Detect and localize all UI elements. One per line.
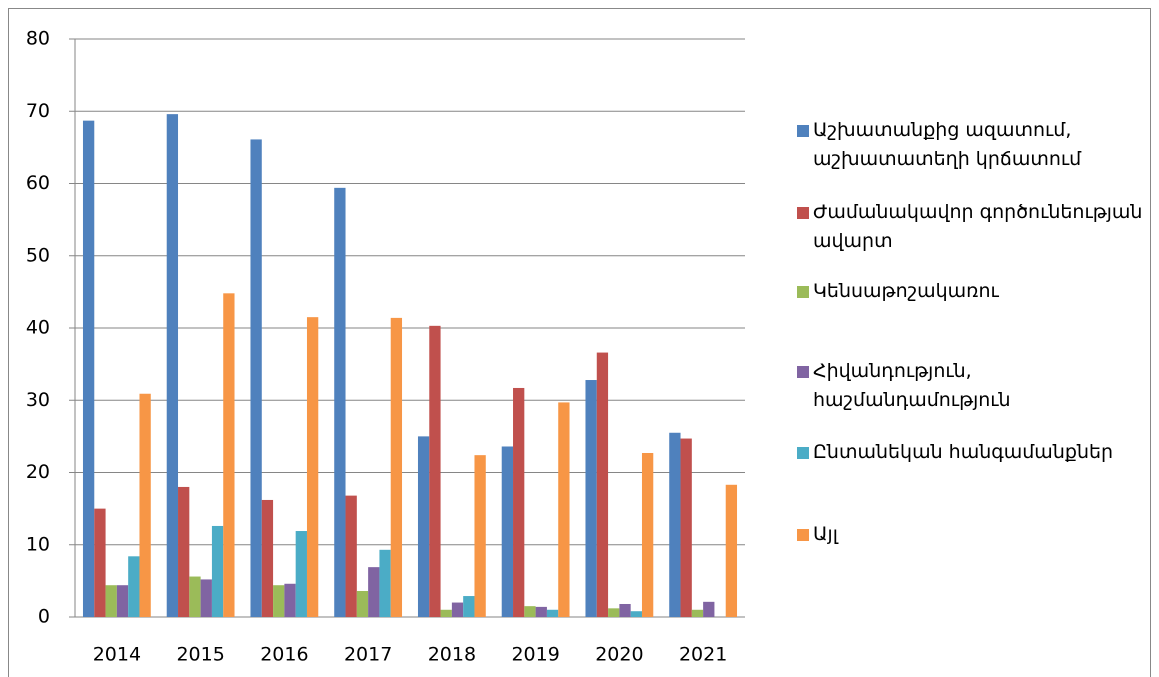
bar [166,114,179,617]
bar [641,452,654,617]
bar [429,325,441,617]
y-tick-label: 10 [26,533,50,555]
bar [440,609,452,617]
bar [501,446,514,617]
bar [368,567,380,617]
legend-swatch [797,286,809,298]
bar [417,436,430,617]
x-tick-label: 2020 [595,644,643,666]
y-tick-label: 50 [26,244,50,266]
legend-swatch [797,207,809,219]
bar [474,455,486,617]
y-tick-label: 30 [26,389,50,411]
legend-item: Ժամանակավոր գործունեության ավարտ [797,198,1158,256]
legend-item: Հիվանդություն, հաշմանդամություն [797,357,1158,415]
legend-label: Ժամանակավոր գործունեության ավարտ [813,201,1143,252]
x-tick-label: 2016 [260,644,308,666]
bar [356,590,369,617]
bar [546,609,559,617]
x-tick-label: 2019 [511,644,559,666]
y-tick-label: 60 [26,172,50,194]
bar [345,495,357,617]
bar [295,531,307,617]
bar [334,187,346,617]
bar [178,486,190,617]
bar [463,596,475,617]
legend-swatch [797,447,809,459]
bar [128,556,140,617]
legend-label: Այլ [813,523,838,545]
bar [619,603,631,617]
bar [680,438,692,617]
bar [585,380,597,617]
bar [306,317,319,617]
bar [669,432,681,617]
frame [8,8,1151,677]
bar [379,549,391,617]
bar [524,606,536,617]
y-tick-label: 70 [26,100,50,122]
legend-label: Աշխատանքից ազատում, աշխատատեղի կրճատում [813,119,1082,170]
x-tick-label: 2017 [344,644,392,666]
bar [105,585,117,617]
bar [630,611,642,617]
legend-item: Կենսաթոշակառու [797,277,1158,306]
bar [250,139,262,618]
bar [535,606,547,617]
y-tick-label: 20 [26,461,50,483]
legend-item: Աշխատանքից ազատում, աշխատատեղի կրճատում [797,116,1158,174]
bar [284,583,296,617]
legend-swatch [797,366,809,378]
bar [211,525,224,617]
bar [261,499,274,617]
bar [451,602,464,617]
bar [189,576,201,617]
x-tick-label: 2014 [93,644,141,666]
bar [82,120,95,617]
y-tick-label: 40 [26,317,50,339]
legend-label: Ընտանեկան հանգամանքներ [813,441,1114,463]
bar [390,317,403,617]
bar [558,402,570,617]
legend-item: Այլ [797,520,1158,549]
y-tick-label: 80 [26,28,50,50]
legend-label: Կենսաթոշակառու [813,280,999,302]
y-tick-label: 0 [38,606,50,628]
legend-swatch [797,125,809,137]
legend-item: Ընտանեկան հանգամանքներ [797,438,1158,467]
bar [223,293,235,617]
bar [691,609,704,617]
bar [596,352,609,617]
bar [703,601,715,617]
bar [116,585,129,617]
bar [608,608,620,617]
x-tick-label: 2015 [176,644,224,666]
x-tick-label: 2018 [428,644,476,666]
legend-label: Հիվանդություն, հաշմանդամություն [813,360,1011,411]
bar [200,579,212,617]
bar [94,508,106,617]
bar [725,484,738,617]
x-tick-label: 2021 [679,644,727,666]
bar [273,585,285,617]
bar [139,393,151,617]
bar [513,387,525,617]
legend-swatch [797,529,809,541]
